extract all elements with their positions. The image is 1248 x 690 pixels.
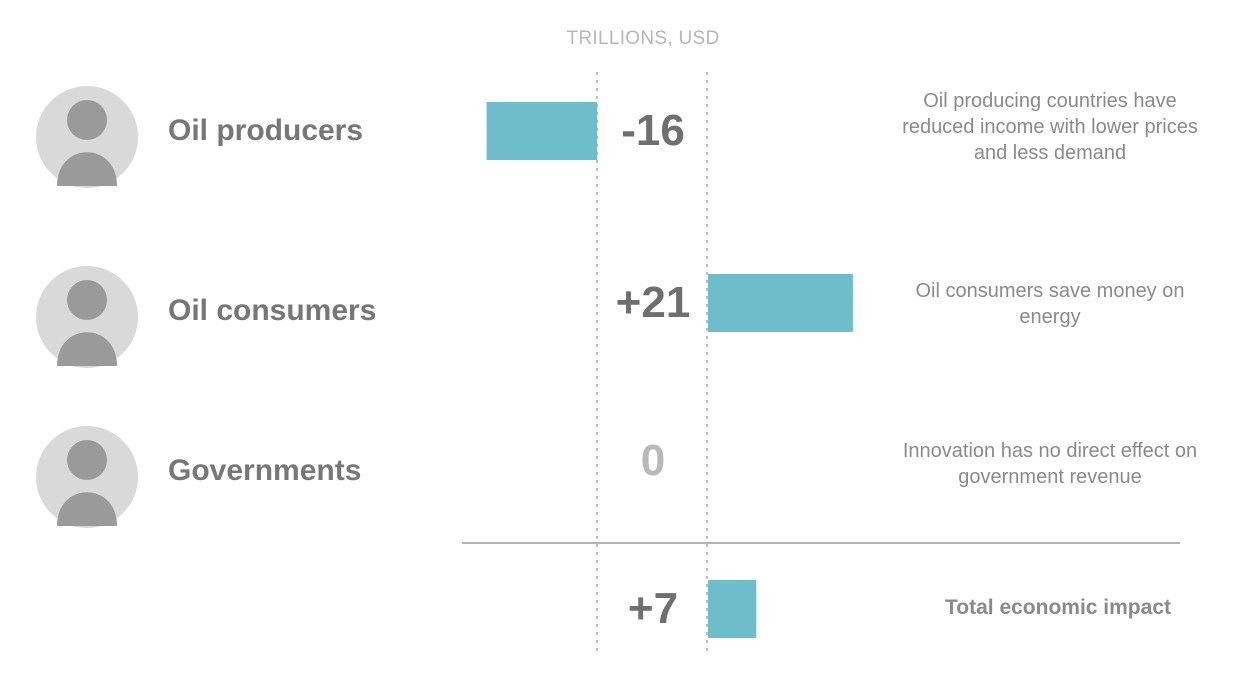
person-icon bbox=[36, 86, 138, 188]
bar-oil-producers bbox=[486, 102, 597, 160]
value-label-oil-producers: -16 bbox=[621, 106, 685, 155]
bar-oil-consumers bbox=[708, 274, 853, 332]
bar-total bbox=[708, 580, 757, 638]
value-label-oil-consumers: +21 bbox=[615, 278, 691, 327]
person-icon bbox=[36, 426, 138, 528]
person-icon bbox=[36, 266, 138, 368]
bars-group bbox=[486, 102, 853, 638]
group-label-oil-producers: Oil producers bbox=[168, 114, 364, 147]
group-label-oil-consumers: Oil consumers bbox=[168, 294, 377, 327]
description-oil-consumers: Oil consumers save money on energy bbox=[915, 280, 1185, 328]
description-governments: Innovation has no direct effect on gover… bbox=[902, 440, 1198, 488]
group-label-governments: Governments bbox=[168, 454, 362, 487]
description-oil-producers: Oil producing countries have reduced inc… bbox=[902, 90, 1198, 164]
description-total: Total economic impact bbox=[945, 596, 1171, 619]
value-label-total: +7 bbox=[627, 584, 679, 633]
value-label-governments: 0 bbox=[640, 436, 666, 485]
unit-label: TRILLIONS, USD bbox=[566, 28, 720, 49]
